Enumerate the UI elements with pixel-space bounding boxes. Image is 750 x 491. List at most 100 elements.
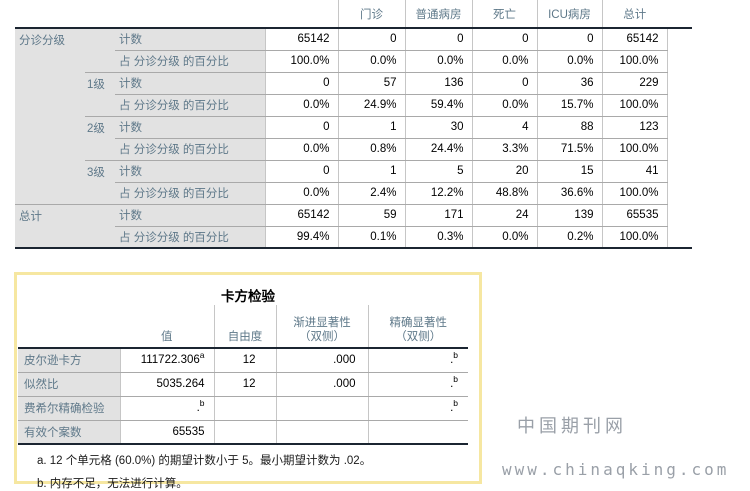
col-header-general-ward: 普通病房 bbox=[404, 0, 472, 29]
table-row: 总计 计数 65142 59 171 24 139 65535 bbox=[15, 204, 692, 248]
count-cell: 15 bbox=[536, 160, 602, 183]
table-row: 3级 计数 0 1 5 20 15 41 bbox=[15, 160, 692, 205]
count-cell: 41 bbox=[601, 160, 668, 183]
chi-row-pearson: 皮尔逊卡方 111722.306a 12 .000 .b bbox=[18, 348, 468, 373]
chi-df-cell: 12 bbox=[213, 372, 276, 397]
count-cell: 65142 bbox=[601, 28, 668, 51]
chi-asymp-sig-cell: .000 bbox=[275, 348, 368, 373]
chi-df-cell bbox=[213, 396, 276, 421]
pct-cell: 0.0% bbox=[337, 50, 405, 73]
pct-cell: 0.0% bbox=[471, 50, 537, 73]
col-header-total: 总计 bbox=[601, 0, 667, 29]
footnote-a: a. 12 个单元格 (60.0%) 的期望计数小于 5。最小期望计数为 .02… bbox=[37, 455, 372, 467]
pct-cell: 100.0% bbox=[601, 94, 668, 117]
chi-col-header-exact-sig: 精确显著性 （双侧） bbox=[367, 305, 468, 349]
col-header-icu-ward: ICU病房 bbox=[536, 0, 602, 29]
footnote-marker: b bbox=[453, 350, 458, 361]
chi-value-cell: 65535 bbox=[119, 420, 214, 445]
count-cell: 59 bbox=[337, 204, 405, 227]
count-cell: 0 bbox=[337, 28, 405, 51]
pct-cell: 0.0% bbox=[264, 138, 338, 161]
pct-cell: 3.3% bbox=[471, 138, 537, 161]
chi-asymp-sig-cell bbox=[275, 420, 368, 445]
pct-cell: 48.8% bbox=[471, 182, 537, 205]
count-cell: 0 bbox=[471, 28, 537, 51]
stat-label-percent: 占 分诊分级 的百分比 bbox=[115, 94, 265, 117]
pct-cell: 0.2% bbox=[536, 226, 602, 249]
table-row: 1级 计数 0 57 136 0 36 229 bbox=[15, 72, 692, 117]
chi-asymp-sig-cell bbox=[275, 396, 368, 421]
count-cell: 0 bbox=[404, 28, 472, 51]
pct-cell: 100.0% bbox=[601, 138, 668, 161]
col-header-blank bbox=[265, 0, 338, 29]
chi-exact-sig-cell bbox=[367, 420, 468, 445]
pct-cell: 0.0% bbox=[471, 226, 537, 249]
category-cell-blank bbox=[85, 28, 115, 73]
chi-row-label: 似然比 bbox=[18, 372, 120, 397]
row-var-triage-level: 分诊分级 bbox=[15, 28, 85, 205]
stat-label-count: 计数 bbox=[115, 160, 265, 183]
chi-df-cell: 12 bbox=[213, 348, 276, 373]
stat-label-count: 计数 bbox=[115, 204, 265, 227]
chi-header-corner bbox=[18, 305, 120, 349]
body-filler bbox=[667, 28, 692, 248]
stat-label-percent: 占 分诊分级 的百分比 bbox=[115, 138, 265, 161]
count-cell: 30 bbox=[404, 116, 472, 139]
pct-cell: 0.0% bbox=[404, 50, 472, 73]
triage-crosstab-table: 门诊 普通病房 死亡 ICU病房 总计 分诊分级 计数 65142 0 0 0 … bbox=[15, 0, 692, 249]
chi-row-valid-cases: 有效个案数 65535 bbox=[18, 420, 468, 445]
count-cell: 1 bbox=[337, 160, 405, 183]
count-cell: 136 bbox=[404, 72, 472, 95]
pct-cell: 0.3% bbox=[404, 226, 472, 249]
pct-cell: 0.0% bbox=[536, 50, 602, 73]
footnote-b: b. 内存不足，无法进行计算。 bbox=[37, 478, 188, 490]
stat-label-percent: 占 分诊分级 的百分比 bbox=[115, 226, 265, 249]
chi-exact-sig-cell: .b bbox=[367, 348, 468, 373]
chi-header-row: 值 自由度 渐进显著性 （双侧） 精确显著性 （双侧） bbox=[18, 305, 468, 349]
stat-label-percent: 占 分诊分级 的百分比 bbox=[115, 182, 265, 205]
count-cell: 24 bbox=[471, 204, 537, 227]
table-row: 2级 计数 0 1 30 4 88 123 bbox=[15, 116, 692, 161]
count-cell: 0 bbox=[471, 72, 537, 95]
count-cell: 88 bbox=[536, 116, 602, 139]
count-cell: 4 bbox=[471, 116, 537, 139]
chi-row-likelihood: 似然比 5035.264 12 .000 .b bbox=[18, 372, 468, 397]
count-cell: 36 bbox=[536, 72, 602, 95]
pct-cell: 15.7% bbox=[536, 94, 602, 117]
chi-value-cell: .b bbox=[119, 396, 214, 421]
crosstab-header-corner bbox=[15, 0, 265, 29]
chi-square-table: 值 自由度 渐进显著性 （双侧） 精确显著性 （双侧） 皮尔逊卡方 111722.3… bbox=[18, 305, 468, 445]
pct-cell: 0.0% bbox=[471, 94, 537, 117]
col-header-death: 死亡 bbox=[471, 0, 537, 29]
table-row: 占 分诊分级 的百分比 100.0% 0.0% 0.0% 0.0% 0.0% 1… bbox=[15, 50, 692, 73]
table-row: 占 分诊分级 的百分比 0.0% 24.9% 59.4% 0.0% 15.7% … bbox=[15, 94, 692, 117]
chi-exact-sig-cell: .b bbox=[367, 396, 468, 421]
count-cell: 0 bbox=[264, 116, 338, 139]
row-var-total: 总计 bbox=[15, 204, 115, 248]
watermark-site-url: www.chinaqking.com bbox=[502, 460, 730, 479]
count-cell: 5 bbox=[404, 160, 472, 183]
count-cell: 0 bbox=[264, 160, 338, 183]
category-cell-level2: 2级 bbox=[85, 116, 115, 161]
pct-cell: 71.5% bbox=[536, 138, 602, 161]
count-cell: 65142 bbox=[264, 204, 338, 227]
pct-cell: 100.0% bbox=[601, 226, 668, 249]
table-row: 占 分诊分级 的百分比 99.4% 0.1% 0.3% 0.0% 0.2% 10… bbox=[15, 226, 692, 249]
chi-col-header-value: 值 bbox=[120, 305, 214, 349]
chi-square-panel: 卡方检验 值 自由度 渐进显著性 （双侧） 精确显著性 （双侧） 皮尔逊卡方 111… bbox=[14, 272, 482, 490]
chi-row-label: 有效个案数 bbox=[18, 420, 120, 445]
chi-df-cell bbox=[213, 420, 276, 445]
count-cell: 65535 bbox=[601, 204, 668, 227]
pct-cell: 100.0% bbox=[601, 50, 668, 73]
chi-value-cell: 5035.264 bbox=[119, 372, 214, 397]
pct-cell: 0.1% bbox=[337, 226, 405, 249]
count-cell: 139 bbox=[536, 204, 602, 227]
stat-label-count: 计数 bbox=[115, 28, 265, 51]
table-row: 分诊分级 计数 65142 0 0 0 0 65142 bbox=[15, 28, 692, 248]
count-cell: 0 bbox=[264, 72, 338, 95]
pct-cell: 59.4% bbox=[404, 94, 472, 117]
pct-cell: 0.8% bbox=[337, 138, 405, 161]
footnote-marker: a bbox=[199, 350, 205, 361]
stat-label-percent: 占 分诊分级 的百分比 bbox=[115, 50, 265, 73]
category-cell-level3: 3级 bbox=[85, 160, 115, 205]
